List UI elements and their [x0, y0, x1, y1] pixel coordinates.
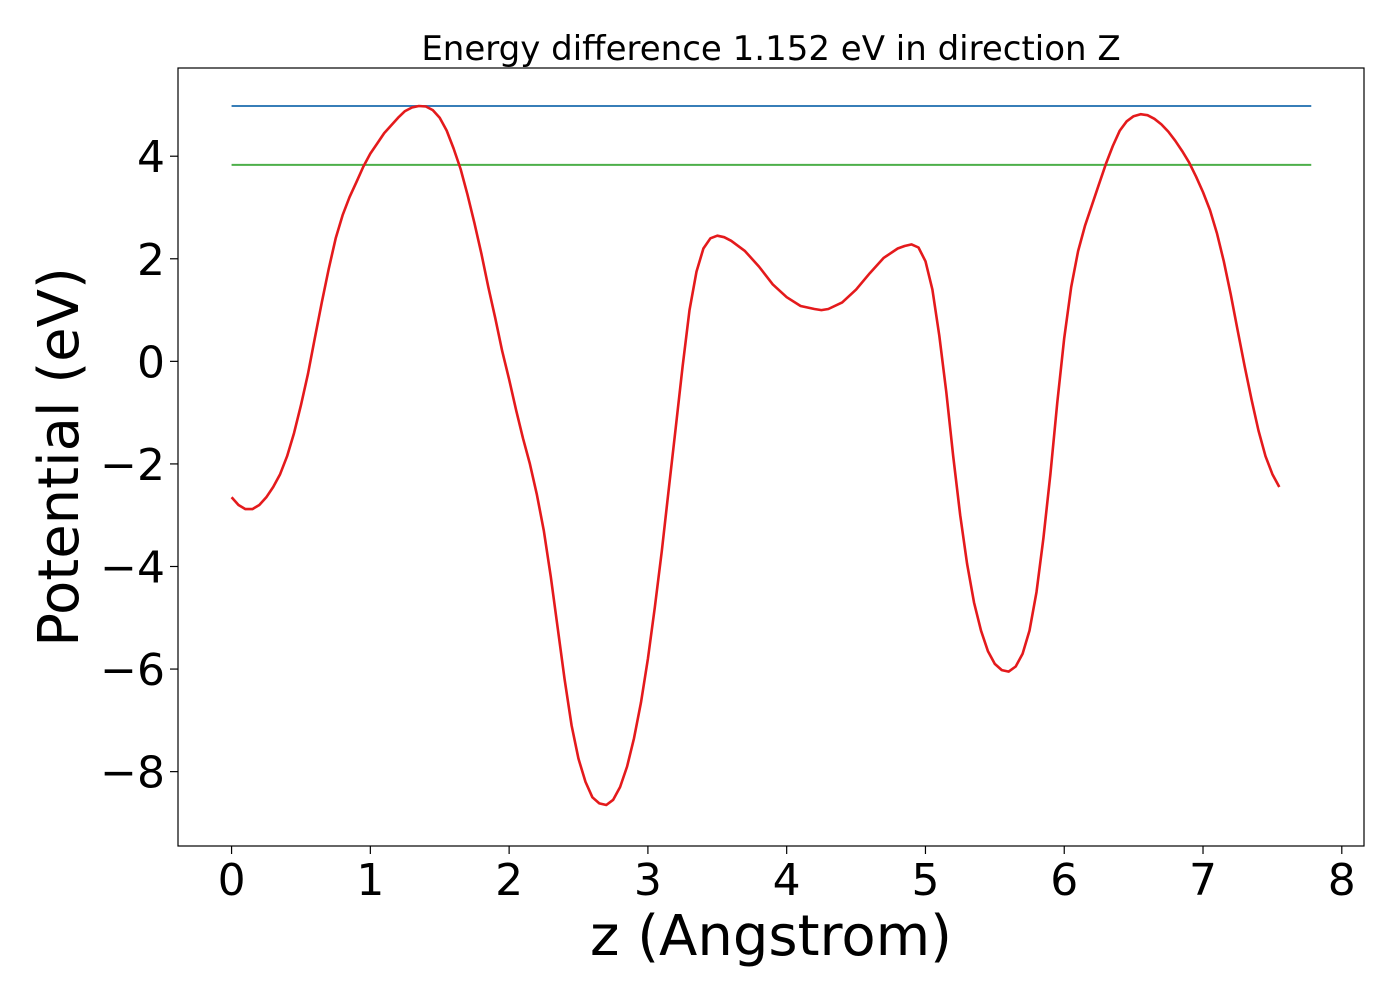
x-axis-title: z (Angstrom) — [590, 904, 952, 969]
data-series — [230, 104, 1281, 807]
y-tick-label: −4 — [100, 542, 165, 593]
y-tick-label: 2 — [137, 235, 165, 286]
plot-area-frame — [177, 67, 1365, 847]
x-axis-ticks: 0 1 2 3 4 5 6 7 8 — [218, 846, 1356, 906]
x-tick-label: 4 — [773, 855, 801, 906]
x-tick-label: 0 — [218, 855, 246, 906]
reference-lines — [231, 104, 1312, 166]
chart-title: Energy difference 1.152 eV in direction … — [421, 29, 1120, 69]
y-tick-label: −2 — [100, 440, 165, 491]
y-tick-label: 0 — [137, 337, 165, 388]
x-tick-label: 3 — [634, 855, 662, 906]
y-tick-label: 4 — [137, 132, 165, 183]
y-tick-label: −6 — [100, 645, 165, 696]
x-tick-label: 6 — [1050, 855, 1078, 906]
x-tick-label: 1 — [356, 855, 384, 906]
y-tick-label: −8 — [100, 748, 165, 799]
x-tick-label: 8 — [1328, 855, 1356, 906]
x-tick-label: 2 — [495, 855, 523, 906]
y-axis-title: Potential (eV) — [27, 267, 92, 647]
x-tick-label: 7 — [1189, 855, 1217, 906]
potential-line — [230, 104, 1281, 807]
x-tick-label: 5 — [911, 855, 939, 906]
y-axis-ticks: −8 −6 −4 −2 0 2 4 — [100, 132, 178, 799]
